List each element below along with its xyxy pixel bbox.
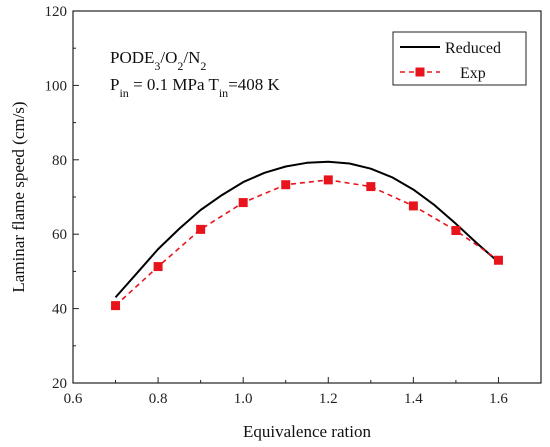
pressure-value: = 0.1 MPa T bbox=[129, 75, 220, 94]
legend-reduced-label: Reduced bbox=[445, 40, 501, 57]
x-axis-title: Equivalence ration bbox=[243, 422, 371, 441]
legend-exp-label: Exp bbox=[460, 65, 486, 82]
y-tick-label: 80 bbox=[52, 153, 67, 169]
mixture-sub-2: 2 bbox=[177, 59, 183, 73]
data-point-exp bbox=[366, 182, 376, 192]
x-tick-label: 0.6 bbox=[64, 391, 83, 407]
data-point-exp bbox=[323, 175, 333, 185]
mixture-mid-2: /N bbox=[183, 48, 200, 67]
series-line-reduced bbox=[114, 160, 500, 299]
x-tick-label: 1.4 bbox=[404, 391, 423, 407]
axis-ticks: 0.6 0.8 1.0 1.2 1.4 1.6 20 40 60 80 100 120 bbox=[45, 4, 509, 407]
y-tick-label: 20 bbox=[52, 376, 67, 392]
mixture-annotation: PODE3/O2/N2 bbox=[110, 48, 206, 73]
y-tick-label: 100 bbox=[45, 78, 68, 94]
series-line-exp bbox=[114, 179, 499, 307]
pressure-symbol: P bbox=[110, 75, 119, 94]
data-point-exp bbox=[111, 301, 121, 311]
mixture-sub-3: 2 bbox=[200, 59, 206, 73]
x-tick-label: 1.0 bbox=[234, 391, 253, 407]
legend: Reduced Exp bbox=[392, 31, 527, 86]
data-point-exp bbox=[281, 180, 291, 190]
data-point-exp bbox=[493, 255, 503, 265]
y-tick-label: 60 bbox=[52, 227, 67, 243]
conditions-annotation: Pin = 0.1 MPa Tin=408 K bbox=[110, 75, 281, 100]
temperature-subscript: in bbox=[219, 86, 228, 100]
x-tick-label: 0.8 bbox=[149, 391, 168, 407]
mixture-base: PODE bbox=[110, 48, 154, 67]
mixture-mid-1: /O bbox=[160, 48, 177, 67]
y-tick-label: 40 bbox=[52, 302, 67, 318]
pressure-subscript: in bbox=[119, 86, 128, 100]
data-point-exp bbox=[451, 225, 461, 235]
series-layer bbox=[111, 160, 503, 311]
data-point-exp bbox=[238, 198, 248, 208]
x-tick-label: 1.6 bbox=[489, 391, 508, 407]
x-tick-label: 1.2 bbox=[319, 391, 338, 407]
y-axis-title: Laminar flame speed (cm/s) bbox=[9, 101, 28, 292]
legend-exp-marker bbox=[415, 67, 425, 77]
legend-box bbox=[392, 31, 527, 86]
data-point-exp bbox=[196, 224, 206, 234]
data-point-exp bbox=[408, 201, 418, 211]
mixture-sub-1: 3 bbox=[154, 59, 160, 73]
data-point-exp bbox=[153, 262, 163, 272]
y-tick-label: 120 bbox=[45, 4, 68, 20]
temperature-value: =408 K bbox=[228, 75, 280, 94]
